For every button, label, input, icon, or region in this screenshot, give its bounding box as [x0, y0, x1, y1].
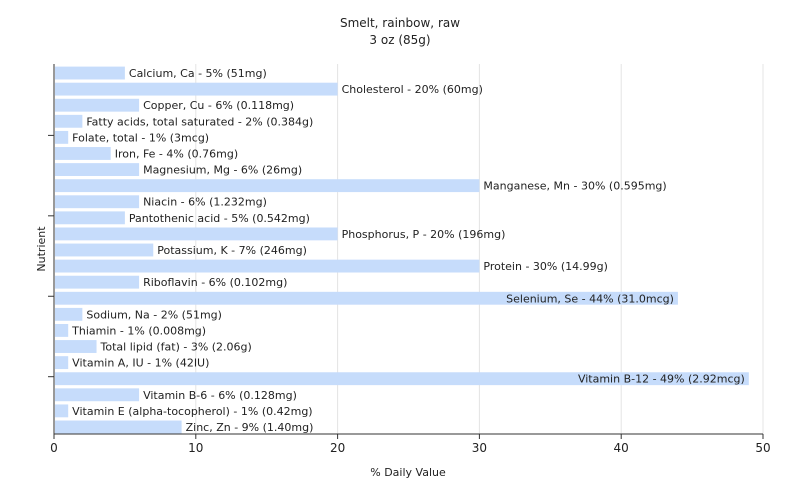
x-axis-label: % Daily Value — [370, 466, 446, 479]
bar — [55, 259, 480, 273]
bar-label: Potassium, K - 7% (246mg) — [157, 244, 307, 257]
x-tick-label: 20 — [330, 441, 345, 455]
bar — [55, 404, 69, 418]
bar — [55, 147, 111, 160]
x-axis-ticks: 0 10 20 30 40 50 — [50, 434, 771, 455]
bar — [55, 195, 140, 209]
bar — [55, 324, 69, 337]
bar-label: Pantothenic acid - 5% (0.542mg) — [129, 212, 310, 225]
bar — [55, 356, 69, 370]
chart-subtitle: 3 oz (85g) — [369, 33, 430, 47]
bar — [55, 340, 97, 353]
bar-label: Vitamin A, IU - 1% (42IU) — [72, 357, 209, 370]
bar-label: Calcium, Ca - 5% (51mg) — [129, 67, 267, 80]
bar-label: Vitamin B-12 - 49% (2.92mcg) — [578, 373, 745, 386]
bar-label: Vitamin B-6 - 6% (0.128mg) — [143, 389, 297, 402]
y-axis-label: Nutrient — [35, 226, 48, 272]
bar-label: Iron, Fe - 4% (0.76mg) — [115, 147, 238, 160]
x-tick-label: 10 — [188, 441, 203, 455]
bar — [55, 66, 125, 80]
bar — [55, 372, 749, 386]
y-axis-ticks — [48, 134, 54, 378]
bar-label: Selenium, Se - 44% (31.0mcg) — [506, 292, 674, 305]
bar-label: Niacin - 6% (1.232mg) — [143, 196, 267, 209]
bar — [55, 163, 140, 176]
bar-labels: Calcium, Ca - 5% (51mg) Cholesterol - 20%… — [71, 67, 745, 434]
bar-label: Thiamin - 1% (0.008mg) — [71, 324, 206, 337]
bar — [55, 243, 154, 257]
bar — [55, 420, 182, 434]
bar — [55, 275, 140, 289]
bar — [55, 130, 69, 144]
bar-label: Protein - 30% (14.99g) — [483, 260, 608, 273]
x-tick-label: 30 — [472, 441, 487, 455]
bar-label: Copper, Cu - 6% (0.118mg) — [143, 99, 294, 112]
bar — [55, 307, 83, 321]
bar — [55, 179, 480, 193]
bar — [55, 98, 140, 112]
bar-label: Zinc, Zn - 9% (1.40mg) — [186, 421, 314, 434]
x-tick-label: 0 — [50, 441, 58, 455]
x-tick-label: 50 — [755, 441, 770, 455]
bar-label: Phosphorus, P - 20% (196mg) — [342, 228, 506, 241]
bar-label: Total lipid (fat) - 3% (2.06g) — [100, 341, 252, 354]
x-tick-label: 40 — [614, 441, 629, 455]
bar — [55, 227, 338, 241]
bar-label: Fatty acids, total saturated - 2% (0.384… — [86, 115, 313, 128]
chart-title: Smelt, rainbow, raw — [340, 16, 460, 30]
bar — [55, 291, 678, 305]
bars — [55, 66, 749, 434]
bar-label: Cholesterol - 20% (60mg) — [342, 83, 483, 96]
bar — [55, 114, 83, 128]
bar-label: Riboflavin - 6% (0.102mg) — [143, 276, 287, 289]
bar — [55, 388, 140, 402]
bar-label: Vitamin E (alpha-tocopherol) - 1% (0.42m… — [72, 405, 312, 418]
bar — [55, 211, 125, 225]
bar-label: Magnesium, Mg - 6% (26mg) — [143, 164, 302, 177]
bar-label: Folate, total - 1% (3mcg) — [72, 131, 209, 144]
bar-label: Manganese, Mn - 30% (0.595mg) — [483, 180, 666, 193]
bar-label: Sodium, Na - 2% (51mg) — [86, 308, 222, 321]
bar — [55, 82, 338, 96]
